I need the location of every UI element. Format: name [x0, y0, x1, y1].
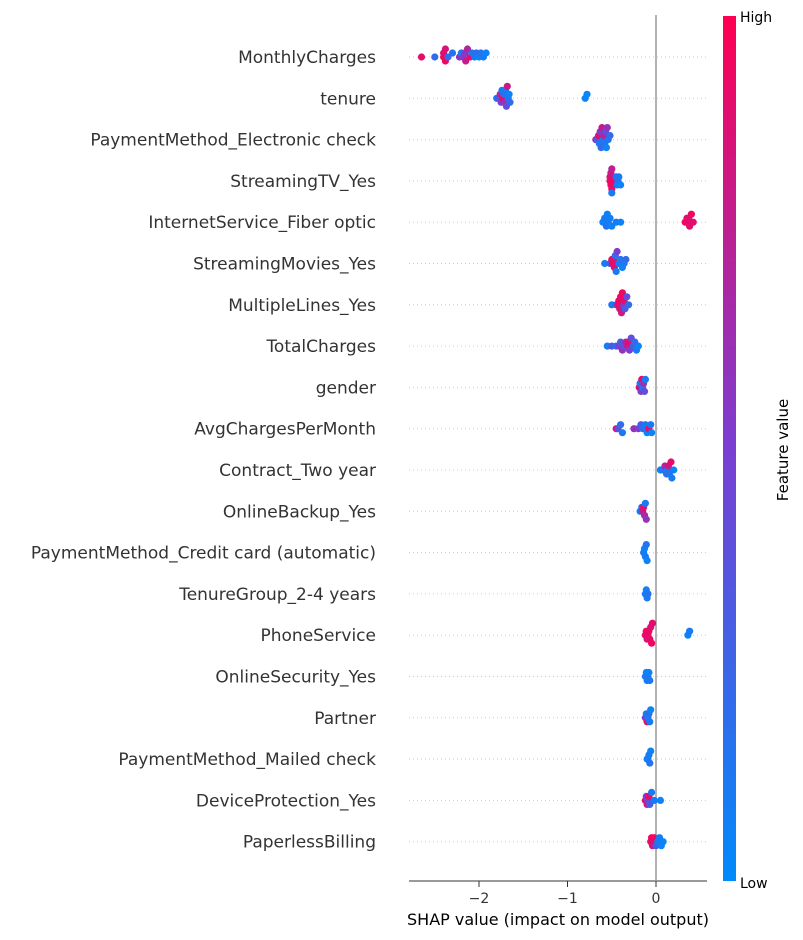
feature-label: Contract_Two year — [219, 461, 376, 481]
colorbar-title: Feature value — [774, 399, 792, 501]
shap-point — [601, 259, 609, 268]
shap-point — [503, 82, 511, 90]
feature-label: TenureGroup_2-4 years — [178, 585, 376, 605]
feature-label: MultipleLines_Yes — [228, 296, 376, 316]
shap-point — [583, 90, 591, 98]
shap-point — [689, 218, 697, 226]
shap-point — [648, 788, 656, 797]
shap-point — [625, 301, 633, 309]
feature-label: AvgChargesPerMonth — [194, 420, 376, 440]
shap-point — [602, 144, 611, 152]
feature-label: StreamingTV_Yes — [230, 172, 376, 192]
feature-labels: MonthlyCharges tenure PaymentMethod_Electr… — [31, 48, 376, 853]
shap-point — [640, 387, 649, 395]
colorbar-high-label: High — [740, 10, 772, 26]
shap-point — [642, 515, 650, 523]
shap-point — [448, 49, 457, 57]
shap-point — [644, 590, 652, 598]
x-axis-title: SHAP value (impact on model output) — [407, 910, 709, 929]
shap-point — [441, 45, 449, 53]
feature-label: PaymentMethod_Electronic check — [90, 131, 376, 151]
shap-point — [668, 474, 676, 482]
shap-point — [670, 466, 678, 474]
shap-point — [617, 218, 625, 226]
shap-point — [667, 458, 675, 466]
shap-point — [647, 706, 655, 714]
feature-label: OnlineBackup_Yes — [223, 502, 376, 522]
colorbar — [723, 16, 736, 881]
shap-point — [646, 718, 654, 726]
feature-label: PhoneService — [261, 626, 377, 646]
feature-label: TotalCharges — [265, 337, 376, 357]
x-tick-label: 0 — [652, 891, 661, 907]
shap-point — [647, 421, 655, 429]
feature-label: gender — [316, 378, 376, 398]
shap-point — [641, 375, 650, 383]
shap-point — [646, 759, 654, 767]
shap-point — [659, 838, 667, 846]
x-tick-label: −2 — [469, 891, 490, 907]
shap-point — [608, 189, 616, 197]
feature-label: StreamingMovies_Yes — [193, 255, 376, 275]
colorbar-low-label: Low — [740, 876, 768, 892]
shap-point — [623, 293, 631, 301]
shap-point — [482, 49, 490, 57]
shap-point — [613, 247, 621, 256]
feature-label: OnlineSecurity_Yes — [215, 668, 376, 688]
shap-point — [634, 342, 642, 350]
shap-point — [603, 124, 611, 132]
feature-label: tenure — [320, 89, 376, 109]
shap-point — [618, 429, 627, 437]
feature-label: Partner — [314, 709, 376, 729]
shap-point — [617, 181, 625, 189]
shap-point — [505, 90, 513, 98]
feature-row-gridlines — [409, 56, 707, 843]
shap-point — [606, 214, 614, 222]
shap-point — [686, 627, 694, 635]
shap-point — [650, 796, 658, 805]
feature-label: MonthlyCharges — [238, 48, 376, 68]
shap-point — [646, 676, 654, 685]
shap-point — [612, 267, 620, 276]
shap-point — [656, 796, 665, 805]
shap-point — [648, 429, 656, 437]
shap-point — [645, 668, 653, 677]
shap-point — [642, 541, 650, 549]
x-axis-ticks: −2 −1 0 — [469, 881, 661, 907]
shap-point — [417, 53, 426, 61]
shap-point — [622, 255, 630, 264]
shap-point — [615, 173, 623, 181]
shap-point — [643, 557, 651, 565]
shap-point — [606, 132, 614, 140]
feature-label: InternetService_Fiber optic — [148, 213, 376, 233]
shap-point — [648, 639, 656, 647]
shap-points — [417, 45, 697, 850]
feature-label: PaymentMethod_Credit card (automatic) — [31, 544, 376, 564]
feature-label: PaperlessBilling — [243, 833, 376, 853]
shap-point — [687, 210, 696, 218]
shap-point — [648, 619, 657, 627]
shap-point — [617, 421, 625, 429]
shap-point — [641, 499, 650, 507]
shap-point — [647, 747, 655, 755]
feature-label: PaymentMethod_Mailed check — [118, 750, 376, 770]
shap-point — [608, 165, 616, 173]
x-tick-label: −1 — [557, 891, 578, 907]
shap-point — [506, 98, 514, 106]
feature-label: DeviceProtection_Yes — [196, 791, 376, 811]
shap-point — [431, 53, 439, 61]
